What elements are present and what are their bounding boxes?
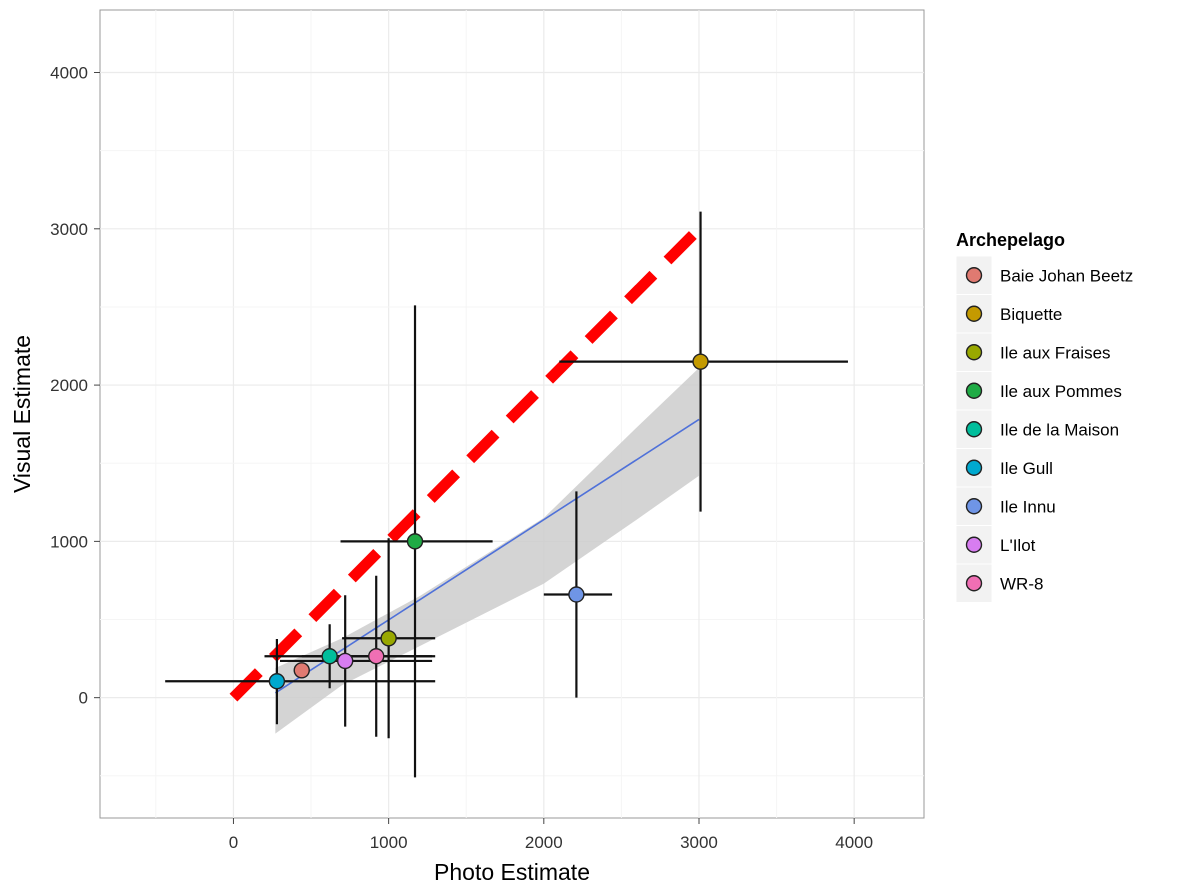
legend-items: Baie Johan Beetz Biquette Ile aux Fraises I… [955, 255, 1133, 603]
legend-key-background [955, 563, 993, 603]
legend-label: Biquette [1000, 305, 1062, 324]
y-axis-title: Visual Estimate [9, 335, 35, 493]
legend-label: L'Ilot [1000, 536, 1036, 555]
tick-labels-layer: 0 1000 2000 3000 4000 0 1000 2000 3000 4000 [50, 64, 873, 852]
y-tick-label: 1000 [50, 532, 88, 551]
legend-key-marker [965, 498, 983, 515]
data-point [336, 652, 354, 670]
legend-key-marker [965, 421, 983, 438]
y-tick-label: 0 [79, 689, 88, 708]
legend-label: Ile Gull [1000, 459, 1053, 478]
legend-label: Ile de la Maison [1000, 420, 1119, 439]
legend-label: Ile Innu [1000, 497, 1056, 516]
legend-key-marker [965, 344, 983, 361]
legend-key-marker [965, 267, 983, 284]
y-tick-label: 4000 [50, 64, 88, 83]
confidence-band [275, 367, 699, 734]
y-tick-label: 2000 [50, 376, 88, 395]
data-point [406, 533, 424, 550]
legend: Archepelago Baie Johan Beetz Biquette Ile … [955, 230, 1133, 603]
data-point [568, 586, 585, 603]
legend-key-marker [965, 382, 983, 399]
legend-key-marker [965, 575, 983, 592]
x-tick-label: 0 [229, 833, 238, 852]
data-point [268, 673, 286, 690]
legend-label: Baie Johan Beetz [1000, 266, 1133, 285]
legend-key-marker [965, 536, 983, 553]
legend-key-marker [965, 459, 983, 476]
x-tick-label: 4000 [835, 833, 873, 852]
legend-key-marker [965, 305, 983, 322]
data-points-layer [268, 353, 709, 690]
data-point [321, 648, 338, 665]
legend-title: Archepelago [956, 230, 1065, 250]
x-tick-label: 1000 [370, 833, 408, 852]
x-tick-label: 2000 [525, 833, 563, 852]
legend-label: WR-8 [1000, 574, 1043, 593]
confidence-band-layer [275, 367, 699, 734]
x-axis-title: Photo Estimate [434, 859, 590, 885]
legend-label: Ile aux Fraises [1000, 343, 1111, 362]
data-point [692, 353, 709, 370]
data-point [368, 648, 385, 665]
y-tick-label: 3000 [50, 220, 88, 239]
tick-marks-layer [94, 72, 855, 824]
data-point [380, 630, 397, 647]
legend-label: Ile aux Pommes [1000, 382, 1122, 401]
data-point [293, 662, 310, 679]
x-tick-label: 3000 [680, 833, 718, 852]
